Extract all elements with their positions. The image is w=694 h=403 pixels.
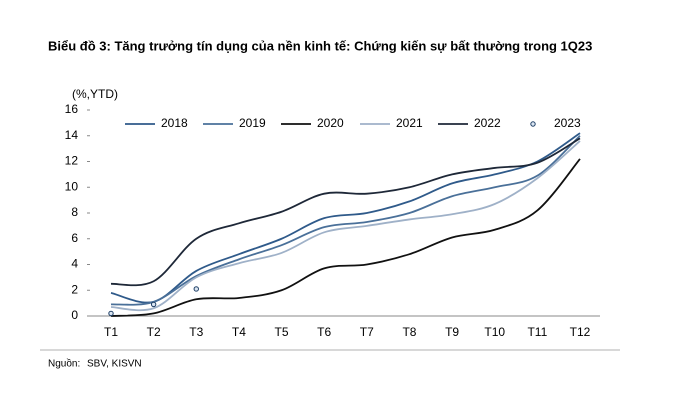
x-tick-label: T12: [570, 325, 591, 339]
x-tick-label: T2: [147, 325, 161, 339]
x-tick-label: T8: [402, 325, 416, 339]
y-tick-label: 6: [71, 231, 78, 245]
x-tick-label: T1: [104, 325, 118, 339]
y-axis-label: (%,YTD): [72, 87, 118, 101]
chart-title: Biểu đồ 3: Tăng trưởng tín dụng của nền …: [48, 38, 592, 53]
line: [110, 137, 581, 287]
line: [110, 132, 581, 304]
x-tick-label: T6: [317, 325, 331, 339]
source-label: Nguồn:: [48, 358, 80, 370]
y-tick-label: 16: [65, 102, 79, 116]
y-tick-label: 10: [65, 179, 79, 193]
legend-label: 2018: [161, 116, 188, 130]
line: [110, 135, 581, 306]
x-tick-label: T5: [275, 325, 289, 339]
y-tick-label: 4: [71, 257, 78, 271]
marker: [150, 301, 157, 308]
line: [110, 158, 581, 317]
y-tick-label: 2: [71, 282, 78, 296]
x-tick-label: T7: [360, 325, 374, 339]
marker: [193, 286, 199, 292]
x-tick-label: T10: [484, 325, 505, 339]
x-tick-label: T3: [189, 325, 203, 339]
y-tick-label: 12: [65, 154, 79, 168]
legend-label: 2022: [474, 116, 501, 130]
x-tick-label: T11: [527, 325, 547, 339]
legend-label: 2020: [317, 116, 344, 130]
legend-marker: [530, 121, 536, 127]
legend-label: 2021: [396, 116, 423, 130]
legend-label: 2019: [239, 116, 266, 130]
y-tick-label: 14: [65, 128, 79, 142]
source: SBV, KISVN: [87, 359, 142, 370]
y-tick-label: 8: [71, 205, 78, 219]
line: [110, 140, 581, 312]
legend-label: 2023: [554, 116, 581, 130]
y-tick-label: 0: [71, 308, 78, 322]
x-tick-label: T9: [445, 325, 459, 339]
x-tick-label: T4: [232, 325, 246, 339]
marker: [108, 310, 114, 317]
